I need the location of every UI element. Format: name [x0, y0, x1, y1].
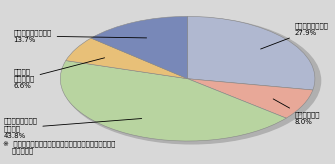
Circle shape: [63, 18, 321, 144]
Text: 検討していないが
関心あり
43.8%: 検討していないが 関心あり 43.8%: [3, 117, 142, 139]
Text: 提供する
ことはない
6.6%: 提供する ことはない 6.6%: [13, 58, 105, 89]
Text: 対応する事業がない
13.7%: 対応する事業がない 13.7%: [13, 29, 147, 43]
Text: 現在提供している
27.9%: 現在提供している 27.9%: [261, 23, 329, 49]
Text: 提供を検討中
8.0%: 提供を検討中 8.0%: [273, 99, 320, 125]
Text: ※  消費者向け電子商取引を行っている消費者向け企業に
    おける比率: ※ 消費者向け電子商取引を行っている消費者向け企業に おける比率: [3, 140, 116, 154]
Wedge shape: [66, 38, 188, 79]
Wedge shape: [188, 16, 315, 90]
Wedge shape: [91, 16, 188, 79]
Wedge shape: [188, 79, 313, 118]
Wedge shape: [60, 61, 286, 141]
